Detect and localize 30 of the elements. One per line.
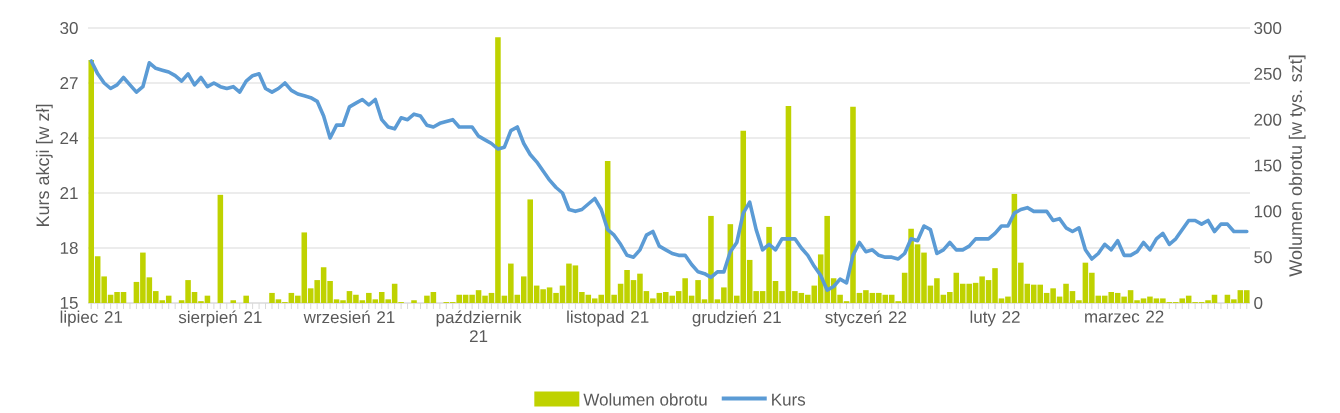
x-tick-label: październik 21	[436, 310, 522, 343]
x-tick-label: styczeń 22	[825, 310, 907, 327]
x-tick-label: grudzień 21	[692, 310, 781, 327]
x-tick-label: sierpień 21	[178, 310, 262, 327]
y2-tick-label: 0	[1254, 296, 1263, 310]
y2-tick-label: 50	[1254, 251, 1272, 264]
y-tick-label: 18	[60, 241, 78, 255]
y2-axis-title: Wolumen obrotu [w tys. szt]	[1288, 55, 1306, 277]
x-tick-label: wrzesień 21	[303, 310, 395, 324]
y-tick-label: 21	[60, 187, 78, 199]
x-tick-label: luty 22	[970, 310, 1020, 327]
y-tick-label: 30	[60, 21, 78, 35]
y2-tick-label: 100	[1254, 205, 1282, 218]
y2-tick-label: 150	[1254, 159, 1282, 172]
legend-label: Wolumen obrotu	[583, 393, 707, 406]
y2-tick-label: 200	[1254, 113, 1282, 126]
bar	[411, 300, 417, 303]
x-tick-label: listopad 21	[567, 310, 649, 327]
y-axis-title: Kurs akcji [w zł]	[35, 104, 53, 227]
y-tick-label: 15	[60, 297, 78, 309]
bar	[243, 295, 249, 303]
bar	[217, 194, 224, 303]
bar	[230, 300, 237, 303]
y-tick-label: 24	[60, 132, 78, 144]
legend-label: Kurs	[772, 393, 806, 406]
y2-tick-label: 250	[1254, 67, 1282, 80]
y2-tick-label: 300	[1254, 21, 1282, 35]
x-tick-label: marzec 22	[1085, 310, 1164, 323]
y-tick-label: 27	[60, 77, 78, 89]
x-tick-label: lipiec 21	[60, 310, 123, 327]
